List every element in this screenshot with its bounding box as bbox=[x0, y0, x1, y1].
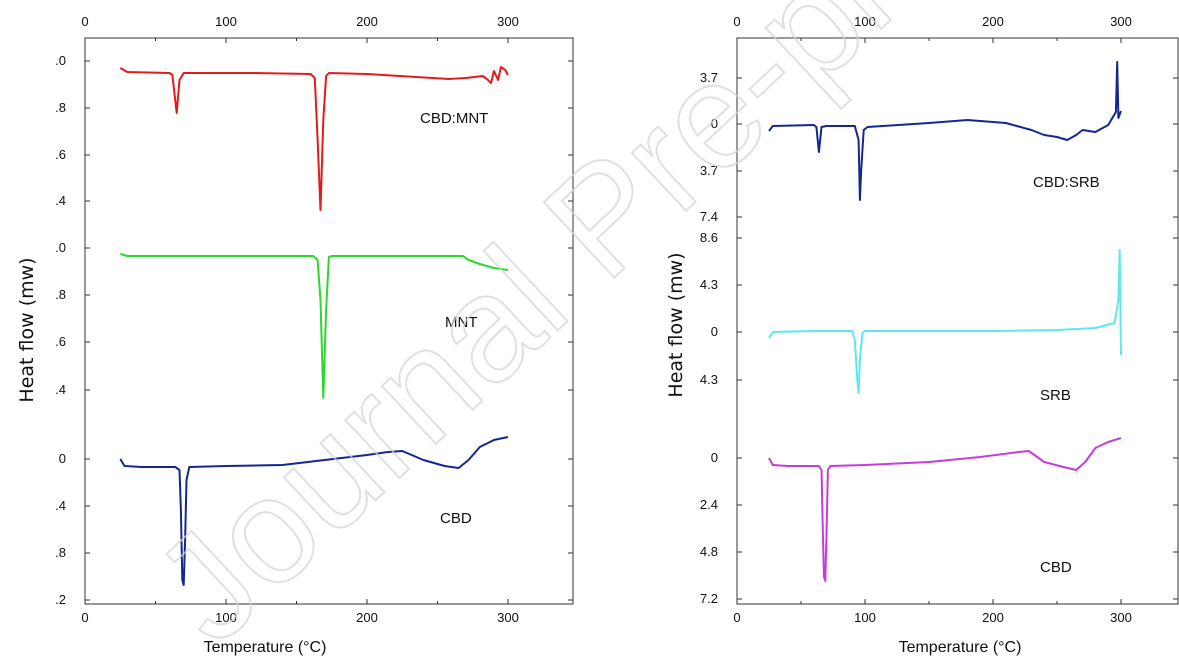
right-traces bbox=[768, 61, 1122, 582]
left-x-tick-label-bottom: 0 bbox=[81, 610, 88, 625]
left-traces bbox=[119, 66, 509, 586]
right-x-tick-label-bottom: 300 bbox=[1110, 610, 1132, 625]
right-panel: Heat flow (mw) Temperature (°C) 0 0 100 100… bbox=[665, 14, 1179, 656]
right-y-tick-label: 3.7 bbox=[700, 70, 718, 85]
right-series-srb-line bbox=[768, 249, 1122, 394]
right-y-tick-label: 4.3 bbox=[700, 372, 718, 387]
left-trace-label-cbd: CBD bbox=[440, 510, 472, 527]
right-series-cbd-srb-line bbox=[768, 61, 1122, 201]
right-x-tick-label-top: 300 bbox=[1110, 14, 1132, 29]
right-trace-label-srb: SRB bbox=[1040, 387, 1071, 404]
left-x-tick-label-top: 100 bbox=[215, 14, 237, 29]
right-y-tick-label: 7.2 bbox=[700, 591, 718, 606]
left-trace-label-mnt: MNT bbox=[445, 314, 478, 331]
right-axes: 0 0 100 100 200 200 300 300 3.7 0 3.7 7.4 8.6 4.3 0 4.3… bbox=[700, 14, 1178, 625]
left-panel: Heat flow (mw) Temperature (°C) 0 0 100 100… bbox=[16, 14, 574, 656]
right-y-tick-label: 2.4 bbox=[700, 497, 718, 512]
left-y-tick-label: .4 bbox=[55, 382, 66, 397]
left-y-tick-label: .6 bbox=[55, 147, 66, 162]
right-y-tick-label: 0 bbox=[711, 116, 718, 131]
right-y-tick-label: 4.8 bbox=[700, 544, 718, 559]
left-y-tick-label: .8 bbox=[55, 287, 66, 302]
right-x-tick-label-bottom: 100 bbox=[854, 610, 876, 625]
left-y-tick-label: .0 bbox=[55, 53, 66, 68]
left-x-axis-title: Temperature (°C) bbox=[204, 639, 327, 656]
left-x-tick-label-bottom: 200 bbox=[356, 610, 378, 625]
left-x-tick-label-top: 300 bbox=[497, 14, 519, 29]
left-x-tick-label-bottom: 300 bbox=[497, 610, 519, 625]
left-axes: 0 0 100 100 200 200 300 300 .0 .8 .6 .4 .0 .8 .6 .4 0 .4.… bbox=[55, 14, 573, 625]
left-y-tick-label: .2 bbox=[55, 592, 66, 607]
right-y-tick-label: 3.7 bbox=[700, 163, 718, 178]
left-trace-label-cbd-mnt: CBD:MNT bbox=[420, 110, 488, 127]
right-y-tick-label: 0 bbox=[711, 324, 718, 339]
right-x-tick-label-top: 200 bbox=[982, 14, 1004, 29]
right-y-tick-label: 0 bbox=[711, 450, 718, 465]
right-y-tick-label: 4.3 bbox=[700, 277, 718, 292]
left-y-tick-label: .4 bbox=[55, 193, 66, 208]
right-y-tick-label: 8.6 bbox=[700, 230, 718, 245]
left-y-tick-label: .8 bbox=[55, 545, 66, 560]
left-plot-frame bbox=[84, 37, 574, 605]
left-y-tick-label: .8 bbox=[55, 100, 66, 115]
right-series-cbd-line bbox=[768, 437, 1122, 582]
left-series-cbd-mnt-line bbox=[119, 66, 509, 211]
right-x-tick-label-bottom: 0 bbox=[733, 610, 740, 625]
left-y-tick-label: .4 bbox=[55, 498, 66, 513]
right-x-tick-label-bottom: 200 bbox=[982, 610, 1004, 625]
left-x-tick-label-top: 200 bbox=[356, 14, 378, 29]
left-series-cbd-line bbox=[119, 436, 509, 586]
left-y-tick-label: .0 bbox=[55, 240, 66, 255]
left-x-tick-label-top: 0 bbox=[81, 14, 88, 29]
right-y-axis-title: Heat flow (mw) bbox=[665, 252, 687, 397]
right-x-axis-title: Temperature (°C) bbox=[899, 639, 1022, 656]
left-y-axis-title: Heat flow (mw) bbox=[16, 257, 38, 402]
right-x-tick-label-top: 0 bbox=[733, 14, 740, 29]
left-y-tick-label: .6 bbox=[55, 334, 66, 349]
right-trace-label-cbd: CBD bbox=[1040, 559, 1072, 576]
right-y-tick-label: 7.4 bbox=[700, 209, 718, 224]
left-x-tick-label-bottom: 100 bbox=[215, 610, 237, 625]
left-series-mnt-line bbox=[120, 253, 509, 399]
right-trace-label-cbd-srb: CBD:SRB bbox=[1033, 174, 1100, 191]
left-y-tick-label: 0 bbox=[59, 451, 66, 466]
right-x-tick-label-top: 100 bbox=[854, 14, 876, 29]
right-plot-frame bbox=[736, 37, 1179, 605]
